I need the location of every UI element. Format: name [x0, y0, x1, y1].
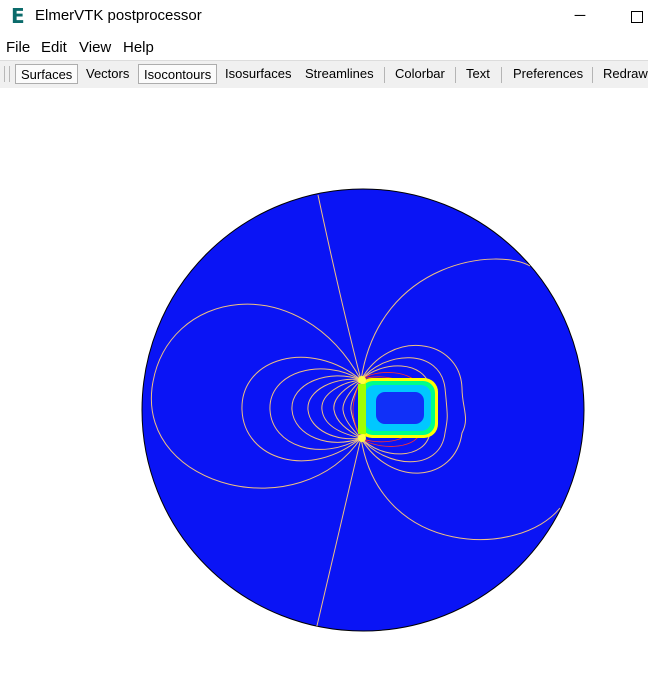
minimize-icon[interactable]: ─ [574, 7, 586, 24]
text-button[interactable]: Text [466, 66, 490, 81]
isocontour-line [150, 303, 362, 489]
window-title: ElmerVTK postprocessor [35, 7, 202, 24]
isocontour-line [291, 375, 362, 443]
isocontour-line [321, 379, 362, 439]
toolbar-separator [592, 67, 593, 83]
toolbar: Surfaces Vectors Isocontours Isosurfaces… [0, 60, 648, 89]
toolbar-grip-handle[interactable] [4, 66, 10, 82]
isocontour-line [360, 357, 448, 463]
isocontour-line [317, 194, 362, 381]
title-bar: E ElmerVTK postprocessor ─ [0, 0, 648, 34]
preferences-button[interactable]: Preferences [513, 66, 584, 81]
isocontour-lines [150, 194, 561, 631]
isocontour-line [269, 368, 362, 450]
colorbar-button[interactable]: Colorbar [395, 66, 445, 81]
menu-view[interactable]: View [79, 39, 112, 56]
menu-edit[interactable]: Edit [41, 39, 67, 56]
isocontour-line [241, 356, 362, 462]
vectors-button[interactable]: Vectors [86, 66, 130, 81]
menu-bar: File Edit View Help [0, 37, 648, 59]
isocontour-line [352, 379, 362, 439]
maximize-icon[interactable] [631, 11, 643, 23]
menu-file[interactable]: File [6, 39, 31, 56]
isocontour-line [360, 437, 561, 540]
isocontours-button[interactable]: Isocontours [138, 64, 218, 84]
field-rectangle-core [376, 392, 424, 424]
visualization-canvas[interactable] [0, 88, 648, 672]
isocontour-line [360, 258, 531, 381]
isosurfaces-button[interactable]: Isosurfaces [225, 66, 292, 81]
isocontour-line [333, 379, 362, 439]
field-gradient-strip [358, 384, 366, 434]
isocontour-line [307, 378, 362, 440]
isocontour-line [315, 437, 362, 631]
field-hotspot [358, 376, 366, 384]
surfaces-button[interactable]: Surfaces [15, 64, 79, 84]
toolbar-separator [384, 67, 385, 83]
field-hotspot [358, 434, 366, 442]
toolbar-separator [455, 67, 456, 83]
streamlines-button[interactable]: Streamlines [305, 66, 374, 81]
redraw-button[interactable]: Redraw [603, 66, 648, 81]
render-viewport[interactable] [0, 88, 648, 672]
toolbar-separator [501, 67, 502, 83]
isocontour-line [360, 345, 467, 474]
elmer-app-icon: E [11, 4, 25, 28]
menu-help[interactable]: Help [123, 39, 154, 56]
isocontour-line [342, 379, 362, 439]
